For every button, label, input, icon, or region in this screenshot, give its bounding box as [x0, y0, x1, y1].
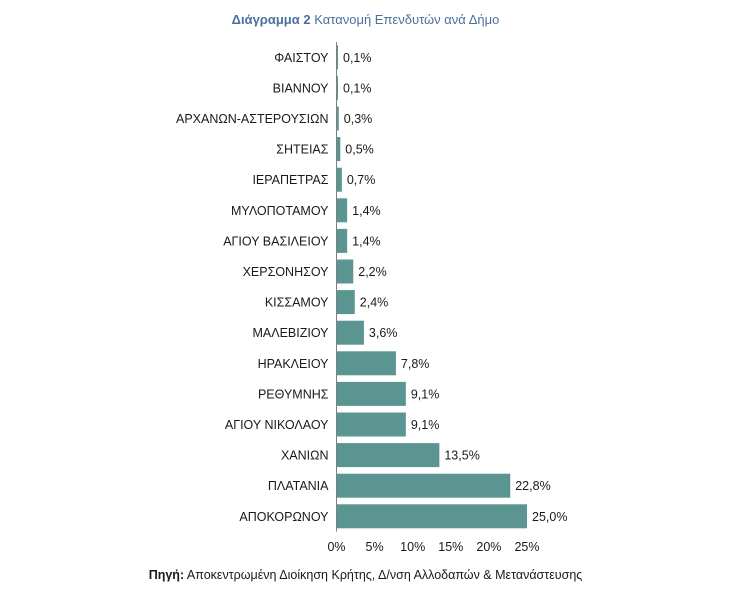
bar: [336, 167, 342, 192]
bar: [336, 290, 355, 315]
category-label: ΧΑΝΙΩΝ: [281, 449, 329, 463]
category-label: ΚΙΣΣΑΜΟΥ: [265, 296, 329, 310]
category-label: ΒΙΑΝΝΟΥ: [273, 81, 330, 95]
bar: [336, 75, 338, 100]
bar: [336, 351, 396, 376]
category-label: ΑΓΙΟΥ ΒΑΣΙΛΕΙΟΥ: [223, 234, 329, 248]
data-label: 9,1%: [411, 418, 440, 432]
x-tick-label: 5%: [366, 540, 384, 554]
bar: [336, 443, 440, 468]
category-label: ΑΓΙΟΥ ΝΙΚΟΛΑΟΥ: [225, 418, 329, 432]
data-label: 22,8%: [515, 479, 550, 493]
x-tick-label: 15%: [438, 540, 463, 554]
bar: [336, 45, 338, 70]
bar: [336, 412, 406, 437]
x-tick-label: 25%: [514, 540, 539, 554]
source-note: Πηγή: Αποκεντρωμένη Διοίκηση Κρήτης, Δ/ν…: [0, 568, 731, 582]
category-label: ΜΥΛΟΠΟΤΑΜΟΥ: [231, 204, 329, 218]
chart-title-prefix: Διάγραμμα: [231, 12, 300, 27]
bar: [336, 228, 348, 253]
x-tick-label: 0%: [327, 540, 345, 554]
category-label: ΠΛΑΤΑΝΙΑ: [268, 479, 329, 493]
category-label: ΙΕΡΑΠΕΤΡΑΣ: [252, 173, 328, 187]
chart-title: Διάγραμμα 2 Κατανομή Επενδυτών ανά Δήμο: [0, 12, 731, 27]
category-label: ΜΑΛΕΒΙΖΙΟΥ: [252, 326, 329, 340]
data-labels-group: 0,1% 0,1% 0,3% 0,5% 0,7% 1,4% 1,4% 2,2% 2,4% 3,6%…: [343, 51, 567, 524]
bar: [336, 320, 364, 345]
category-label: ΑΠΟΚΟΡΩΝΟΥ: [239, 510, 329, 524]
data-label: 13,5%: [444, 449, 479, 463]
data-label: 3,6%: [369, 326, 398, 340]
category-label: ΡΕΘΥΜΝΗΣ: [258, 387, 329, 401]
x-tick-label: 10%: [400, 540, 425, 554]
data-label: 0,1%: [343, 81, 372, 95]
bar: [336, 381, 406, 406]
bars-group: [336, 45, 527, 529]
data-label: 0,3%: [344, 112, 373, 126]
data-label: 1,4%: [352, 234, 381, 248]
data-label: 0,5%: [345, 143, 374, 157]
chart-title-number: 2: [303, 12, 311, 27]
x-tick-labels-group: 0% 5% 10% 15% 20% 25%: [327, 540, 539, 554]
bar: [336, 106, 339, 131]
category-label: ΧΕΡΣΟΝΗΣΟΥ: [243, 265, 330, 279]
source-label: Πηγή:: [148, 568, 185, 582]
chart-title-text: Κατανομή Επενδυτών ανά Δήμο: [314, 12, 500, 27]
data-label: 25,0%: [532, 510, 567, 524]
bar: [336, 259, 354, 284]
category-label: ΗΡΑΚΛΕΙΟΥ: [258, 357, 330, 371]
data-label: 9,1%: [411, 387, 440, 401]
bar: [336, 198, 348, 223]
data-label: 7,8%: [401, 357, 430, 371]
category-labels-group: ΦΑΙΣΤΟΥ ΒΙΑΝΝΟΥ ΑΡΧΑΝΩΝ-ΑΣΤΕΡΟΥΣΙΩΝ ΣΗΤΕΙΑΣ…: [176, 51, 329, 524]
category-label: ΣΗΤΕΙΑΣ: [276, 143, 329, 157]
category-label: ΑΡΧΑΝΩΝ-ΑΣΤΕΡΟΥΣΙΩΝ: [176, 112, 329, 126]
source-text: Αποκεντρωμένη Διοίκηση Κρήτης, Δ/νση Αλλ…: [186, 568, 583, 582]
data-label: 1,4%: [352, 204, 381, 218]
category-label: ΦΑΙΣΤΟΥ: [274, 51, 329, 65]
data-label: 0,7%: [347, 173, 376, 187]
bar: [336, 504, 527, 529]
data-label: 0,1%: [343, 51, 372, 65]
bar: [336, 473, 511, 498]
data-label: 2,4%: [360, 296, 389, 310]
data-label: 2,2%: [358, 265, 387, 279]
x-tick-label: 20%: [476, 540, 501, 554]
bar: [336, 137, 341, 162]
